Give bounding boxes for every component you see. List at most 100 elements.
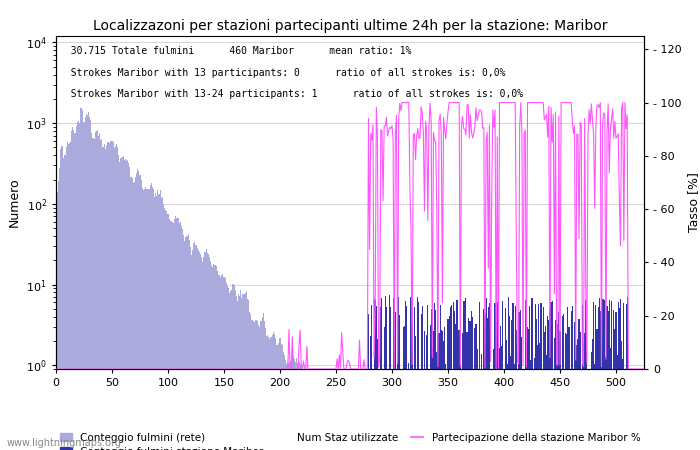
Bar xyxy=(410,369,412,450)
Bar xyxy=(442,369,443,450)
Bar xyxy=(535,369,536,450)
Title: Localizzazoni per stazioni partecipanti ultime 24h per la stazione: Maribor: Localizzazoni per stazioni partecipanti … xyxy=(92,19,608,33)
Bar xyxy=(488,307,489,450)
Bar xyxy=(496,301,497,450)
Bar xyxy=(377,369,378,450)
Bar xyxy=(374,300,376,450)
Bar xyxy=(143,190,144,450)
Bar xyxy=(274,333,275,450)
Bar xyxy=(208,254,209,450)
Bar xyxy=(163,204,164,450)
Bar xyxy=(483,369,484,450)
Bar xyxy=(147,189,148,450)
Bar xyxy=(135,177,136,450)
Bar xyxy=(435,369,436,450)
Bar xyxy=(536,319,537,450)
Bar xyxy=(262,313,264,450)
Bar xyxy=(533,358,535,450)
Bar xyxy=(611,369,612,450)
Bar xyxy=(559,369,561,450)
Bar xyxy=(510,356,511,450)
Bar xyxy=(606,306,608,450)
Bar xyxy=(626,369,628,450)
Bar xyxy=(367,369,368,450)
Bar xyxy=(368,314,369,450)
Bar xyxy=(393,369,395,450)
Bar xyxy=(535,305,536,450)
Bar xyxy=(359,369,360,450)
Bar xyxy=(380,307,382,450)
Bar xyxy=(246,291,247,450)
Bar xyxy=(466,369,468,450)
Bar xyxy=(533,369,535,450)
Bar xyxy=(391,369,393,450)
Bar xyxy=(623,369,624,450)
Bar xyxy=(351,369,352,450)
Bar xyxy=(460,369,461,450)
Bar xyxy=(580,332,581,450)
Bar xyxy=(444,327,445,450)
Bar xyxy=(488,369,489,450)
Bar xyxy=(524,369,525,450)
Bar xyxy=(249,312,251,450)
Bar xyxy=(257,321,258,450)
Bar xyxy=(567,307,568,450)
Bar xyxy=(292,355,293,450)
Bar xyxy=(388,369,389,450)
Bar xyxy=(544,332,545,450)
Bar xyxy=(583,369,584,450)
Bar xyxy=(96,131,97,450)
Bar xyxy=(581,369,582,450)
Bar xyxy=(496,369,497,450)
Text: Strokes Maribor with 13-24 participants: 1      ratio of all strokes is: 0,0%: Strokes Maribor with 13-24 participants:… xyxy=(59,89,523,99)
Bar xyxy=(410,297,412,450)
Bar xyxy=(520,310,522,450)
Bar xyxy=(343,369,344,450)
Bar xyxy=(518,369,519,450)
Bar xyxy=(241,298,242,450)
Bar xyxy=(451,305,452,450)
Bar xyxy=(217,271,218,450)
Bar xyxy=(490,369,491,450)
Bar xyxy=(152,187,153,450)
Bar xyxy=(272,335,273,450)
Bar xyxy=(529,306,531,450)
Bar xyxy=(137,169,139,450)
Bar xyxy=(150,183,152,450)
Bar xyxy=(337,369,339,450)
Bar xyxy=(358,369,359,450)
Bar xyxy=(285,360,286,450)
Bar xyxy=(160,190,161,450)
Bar xyxy=(240,290,241,450)
Bar xyxy=(395,369,396,450)
Bar xyxy=(434,303,435,450)
Bar xyxy=(169,221,171,450)
Bar xyxy=(639,369,640,450)
Bar xyxy=(466,332,468,450)
Bar xyxy=(284,355,285,450)
Bar xyxy=(542,369,543,450)
Bar xyxy=(237,302,238,450)
Legend: Conteggio fulmini (rete), Conteggio fulmini stazione Maribor, Num Staz utilizzat: Conteggio fulmini (rete), Conteggio fulm… xyxy=(60,433,640,450)
Bar xyxy=(144,189,145,450)
Bar xyxy=(203,257,204,450)
Bar xyxy=(557,369,559,450)
Bar xyxy=(602,369,603,450)
Bar xyxy=(555,320,556,450)
Bar xyxy=(570,369,572,450)
Bar xyxy=(438,369,440,450)
Bar xyxy=(354,369,356,450)
Bar xyxy=(615,312,617,450)
Bar xyxy=(368,369,369,450)
Bar xyxy=(528,369,529,450)
Bar xyxy=(399,369,400,450)
Bar xyxy=(396,369,397,450)
Bar xyxy=(197,250,199,450)
Bar xyxy=(264,321,265,450)
Bar xyxy=(555,369,556,450)
Bar xyxy=(470,321,471,450)
Bar xyxy=(386,307,387,450)
Bar xyxy=(301,364,302,450)
Bar xyxy=(365,369,367,450)
Bar xyxy=(302,366,303,450)
